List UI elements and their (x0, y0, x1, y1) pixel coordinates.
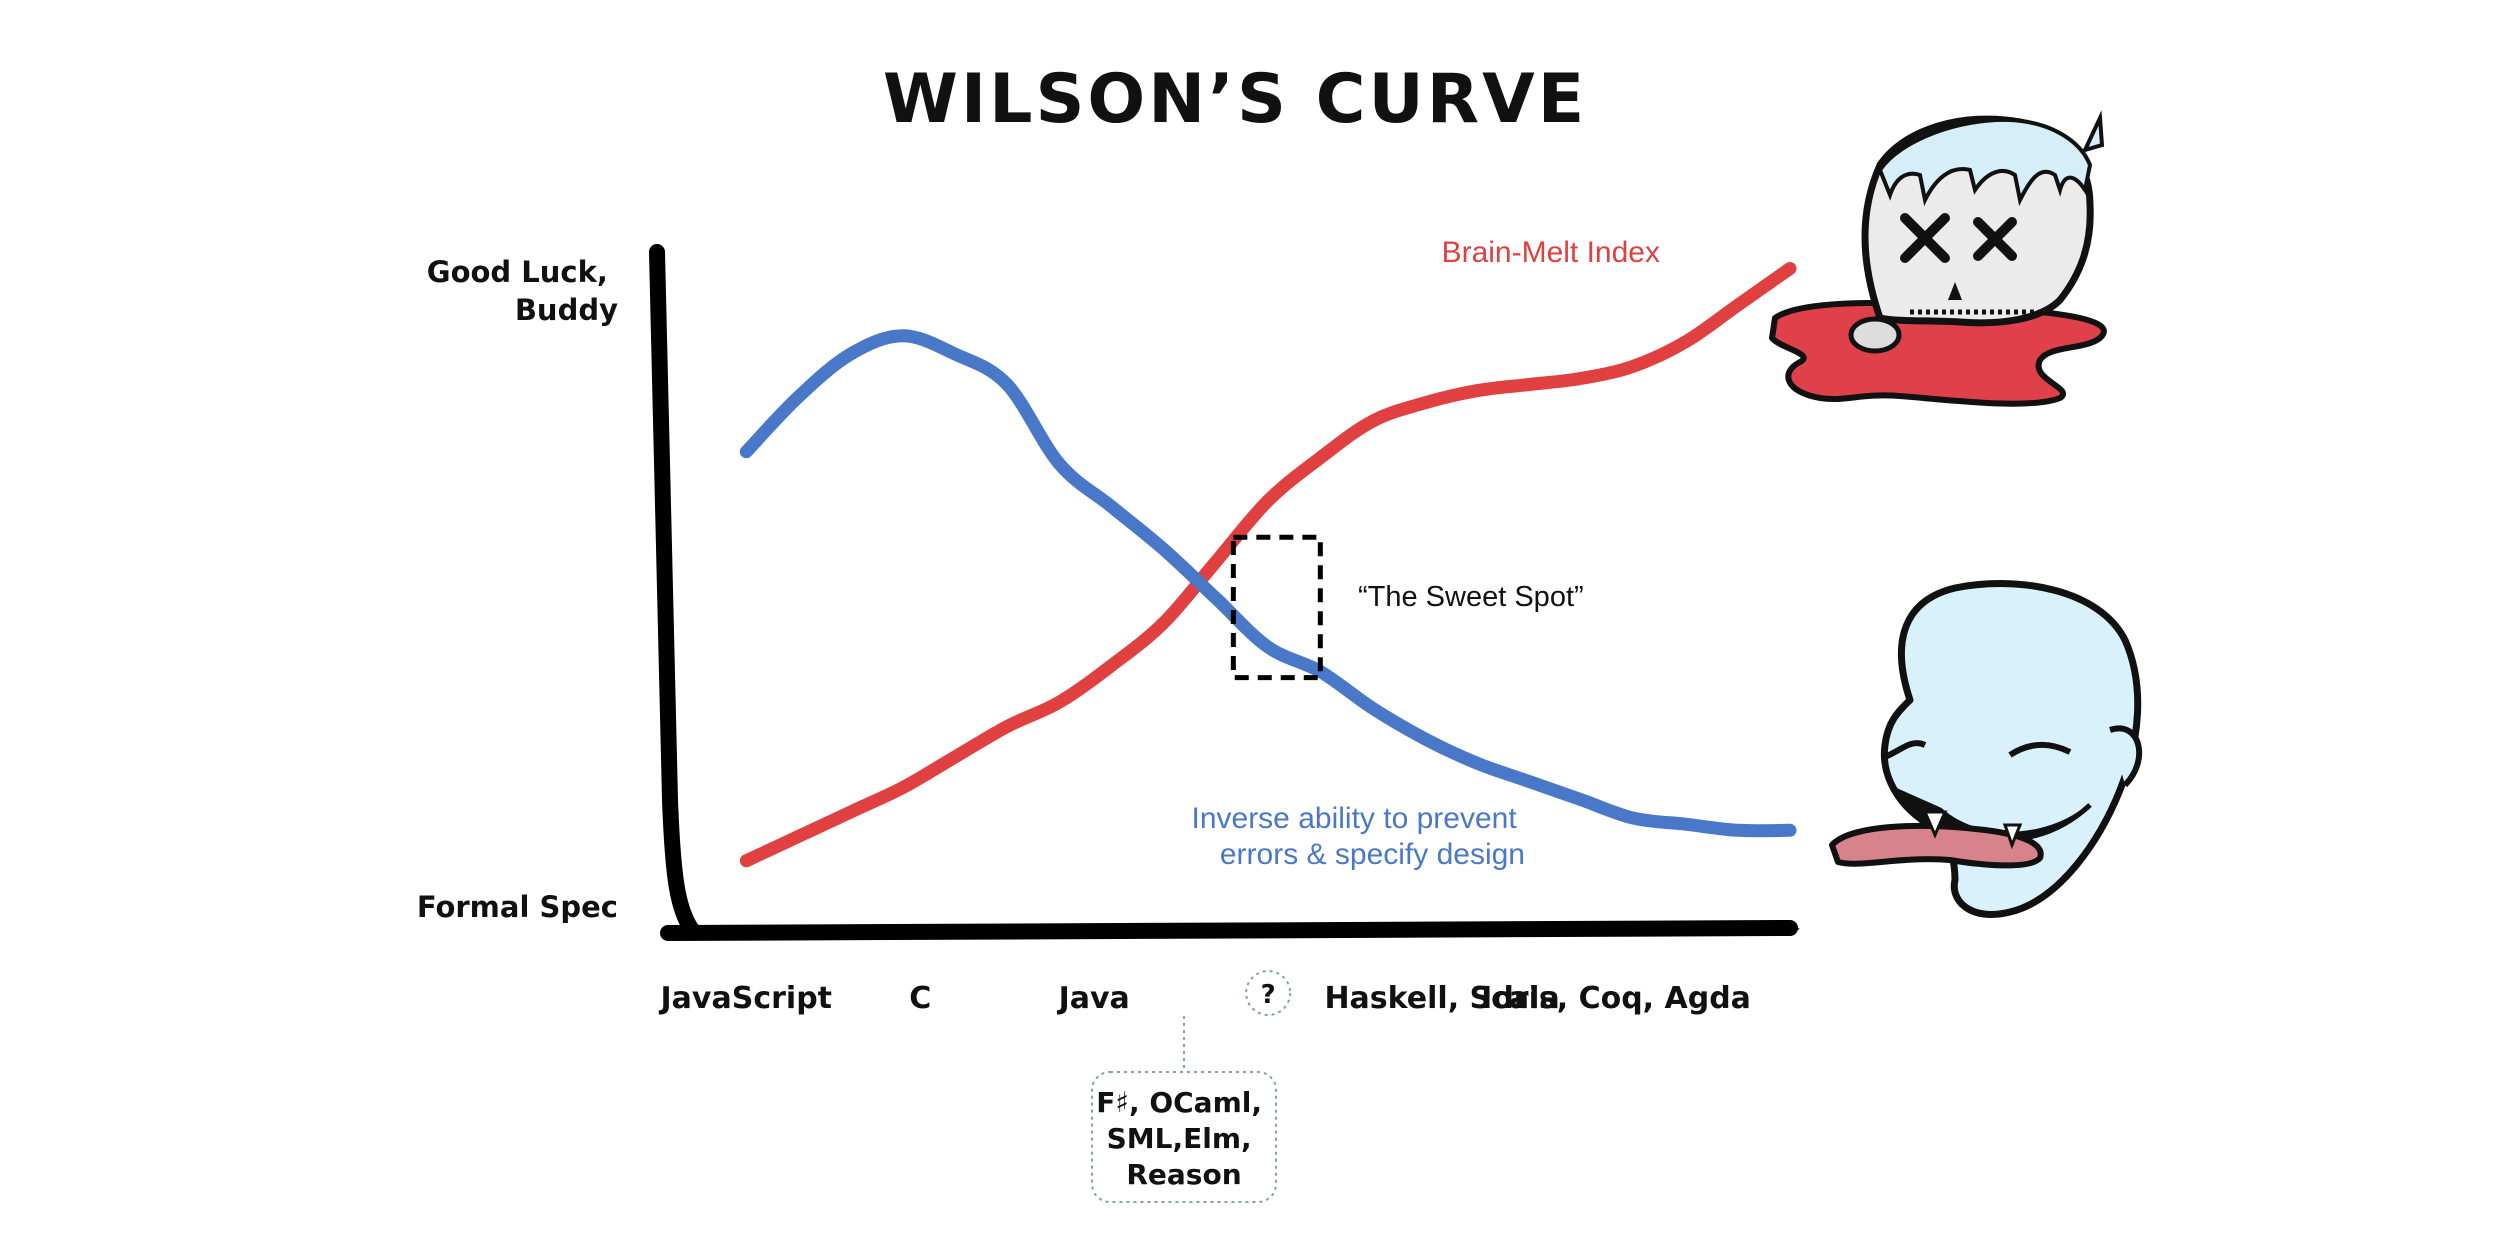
callout-line-2: SML,Elm, (1107, 1122, 1252, 1155)
sweet-spot-annotation: “The Sweet Spot” (1358, 581, 1584, 613)
x-axis-arrow (1780, 920, 1800, 936)
x-tick-question-circle (1245, 970, 1292, 1016)
grinning-head-icon (1829, 580, 2143, 918)
callout-line-3: Reason (1126, 1158, 1241, 1191)
callout-text: F♯, OCaml, SML,Elm, Reason (1096, 1086, 1271, 1191)
series-line-inverse-ability (739, 329, 1797, 838)
y-label-top-line-2: Buddy (515, 293, 618, 327)
y-label-top: Good Luck, Buddy (427, 255, 618, 327)
chart-title: WILSON’S CURVE (883, 60, 1587, 139)
x-tick-label: Java (1057, 981, 1130, 1016)
x-tick-label: Haskell, Scala (1324, 981, 1559, 1016)
x-tick-label: ? (1261, 980, 1276, 1010)
series-line-brain-melt-index (739, 262, 1797, 868)
series-label-inverse-line-1: Inverse ability to prevent (1191, 802, 1517, 835)
y-label-top-line-1: Good Luck, (427, 255, 608, 289)
x-tick-label: C (909, 981, 931, 1016)
series-label-brain-melt-index: Brain-Melt Index (1442, 236, 1660, 269)
callout-box (1091, 1071, 1277, 1203)
x-tick-label: JavaScript (659, 981, 833, 1016)
x-axis-line (660, 920, 1798, 941)
callout-line-1: F♯, OCaml, (1096, 1086, 1262, 1119)
series-label-inverse-ability: Inverse ability to prevent errors & spec… (1191, 802, 1525, 871)
melted-skull-icon (1769, 110, 2107, 407)
x-tick-label: Idris, Coq, Agda (1481, 981, 1751, 1016)
y-axis-line (649, 244, 700, 938)
series-label-inverse-line-2: errors & specify design (1220, 838, 1525, 871)
y-label-bottom: Formal Spec (417, 890, 618, 924)
